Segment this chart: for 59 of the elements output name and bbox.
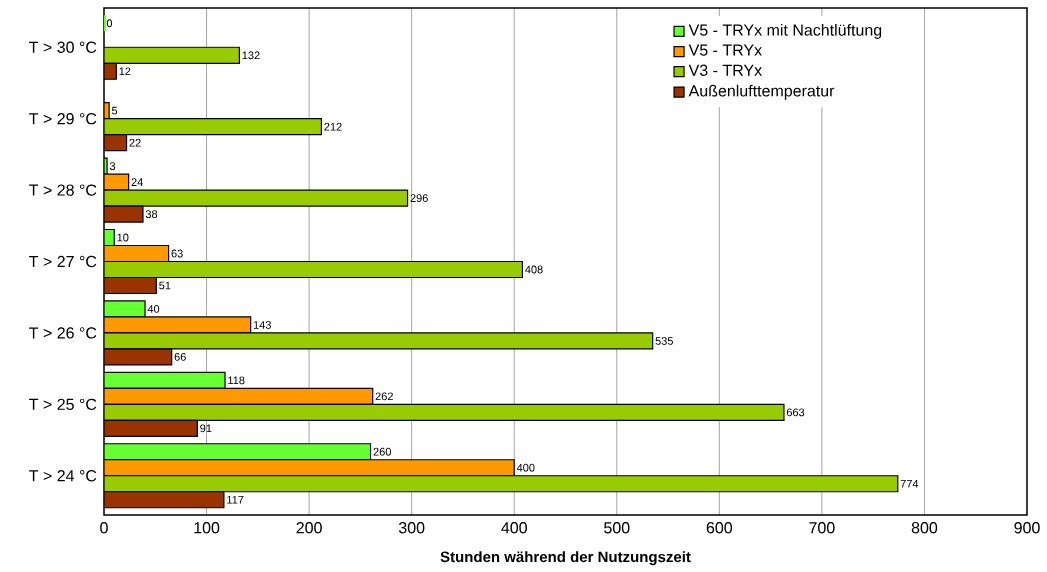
x-tick-label: 400 <box>501 522 527 534</box>
data-label: 66 <box>174 353 186 361</box>
bar <box>104 118 323 136</box>
data-label: 24 <box>131 178 143 186</box>
bar <box>104 46 240 64</box>
data-label: 296 <box>410 194 428 202</box>
bar <box>104 459 515 477</box>
y-tick-label: T > 29 °C <box>29 113 97 125</box>
data-label: 535 <box>655 337 673 345</box>
data-label: 3 <box>109 162 116 170</box>
data-label: 91 <box>200 424 212 433</box>
data-label: 400 <box>516 463 535 472</box>
data-label: 5 <box>111 106 118 115</box>
data-label: 118 <box>228 376 245 385</box>
bar <box>104 244 170 263</box>
bar <box>104 419 198 437</box>
bar <box>104 491 225 509</box>
data-label: 132 <box>242 51 260 60</box>
x-tick-label: 800 <box>911 522 938 534</box>
data-label: 143 <box>253 321 271 329</box>
data-label: 10 <box>117 233 129 242</box>
x-tick-label: 300 <box>398 522 425 534</box>
x-axis-title: Stunden während der Nutzungszeit <box>440 551 691 566</box>
legend-label: V5 - TRYx <box>688 44 762 56</box>
data-label: 212 <box>324 122 342 131</box>
legend-label: V3 - TRYx <box>688 64 762 76</box>
bar <box>104 276 157 295</box>
data-label: 40 <box>147 305 160 313</box>
data-label: 117 <box>227 495 244 504</box>
data-label: 0 <box>106 19 113 28</box>
bar <box>104 475 899 493</box>
legend-label: V5 - TRYx mit Nachtlüftung <box>688 23 882 39</box>
data-label: 262 <box>375 392 393 401</box>
y-tick-label: T > 30 °C <box>29 41 97 53</box>
x-tick-label: 0 <box>100 522 108 534</box>
legend-label: Außenlufttemperatur <box>688 84 835 100</box>
data-label: 408 <box>525 265 543 274</box>
data-label: 12 <box>119 67 131 76</box>
data-label: 663 <box>786 408 805 417</box>
x-tick-label: 500 <box>604 522 630 534</box>
x-tick-label: 700 <box>809 522 835 534</box>
x-tick-label: 100 <box>194 522 220 534</box>
data-label: 38 <box>145 210 158 218</box>
data-label: 63 <box>171 249 183 258</box>
data-label: 51 <box>159 281 171 290</box>
y-tick-label: T > 25 °C <box>29 398 97 410</box>
x-tick-label: 900 <box>1014 522 1040 534</box>
bar <box>104 260 524 279</box>
x-tick-label: 200 <box>296 522 322 534</box>
data-label: 260 <box>373 447 391 456</box>
x-tick-label: 600 <box>706 522 733 534</box>
data-label: 22 <box>129 138 141 147</box>
y-tick-label: T > 24 °C <box>29 470 97 482</box>
y-tick-label: T > 27 °C <box>29 255 97 268</box>
y-tick-label: T > 26 °C <box>29 327 97 339</box>
bar <box>104 403 785 421</box>
bar <box>104 387 374 405</box>
data-label: 774 <box>900 479 919 488</box>
y-tick-label: T > 28 °C <box>29 184 97 196</box>
